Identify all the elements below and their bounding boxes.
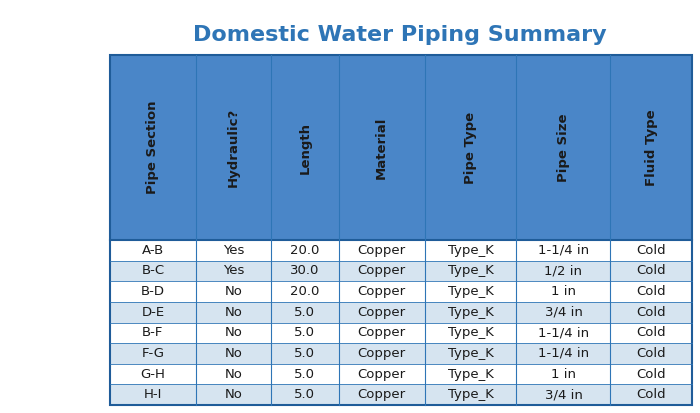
Text: Copper: Copper (358, 264, 406, 278)
Bar (110, 55, 692, 405)
Text: Cold: Cold (636, 388, 666, 401)
Text: Copper: Copper (358, 306, 406, 319)
Text: G-H: G-H (141, 368, 165, 380)
Text: Pipe Size: Pipe Size (557, 113, 570, 182)
Text: H-I: H-I (144, 388, 162, 401)
Text: Cold: Cold (636, 285, 666, 298)
Text: 1-1/4 in: 1-1/4 in (538, 326, 589, 339)
Text: Length: Length (298, 121, 312, 173)
Text: 5.0: 5.0 (295, 326, 316, 339)
Text: Fluid Type: Fluid Type (645, 109, 658, 186)
Text: Cold: Cold (636, 264, 666, 278)
Text: Hydraulic?: Hydraulic? (227, 108, 240, 187)
Text: Type_K: Type_K (447, 368, 494, 380)
Text: No: No (225, 285, 242, 298)
Text: F-G: F-G (141, 347, 164, 360)
Text: No: No (225, 306, 242, 319)
Text: 5.0: 5.0 (295, 306, 316, 319)
Text: Cold: Cold (636, 347, 666, 360)
Text: 3/4 in: 3/4 in (545, 306, 582, 319)
Text: Type_K: Type_K (447, 306, 494, 319)
Text: 3/4 in: 3/4 in (545, 388, 582, 401)
Text: 1/2 in: 1/2 in (545, 264, 582, 278)
Text: 1-1/4 in: 1-1/4 in (538, 244, 589, 257)
Text: 1-1/4 in: 1-1/4 in (538, 347, 589, 360)
Bar (110, 55, 692, 240)
Bar (110, 281, 692, 302)
Text: B-D: B-D (141, 285, 164, 298)
Text: Copper: Copper (358, 244, 406, 257)
Text: Pipe Section: Pipe Section (146, 101, 160, 194)
Text: Copper: Copper (358, 368, 406, 380)
Text: 20.0: 20.0 (290, 244, 320, 257)
Bar (110, 343, 692, 364)
Text: Copper: Copper (358, 326, 406, 339)
Text: A-B: A-B (141, 244, 164, 257)
Text: No: No (225, 347, 242, 360)
Text: Cold: Cold (636, 326, 666, 339)
Text: Domestic Water Piping Summary: Domestic Water Piping Summary (193, 25, 607, 45)
Text: Type_K: Type_K (447, 244, 494, 257)
Text: D-E: D-E (141, 306, 164, 319)
Text: Type_K: Type_K (447, 326, 494, 339)
Bar (110, 364, 692, 385)
Text: 30.0: 30.0 (290, 264, 320, 278)
Text: Copper: Copper (358, 388, 406, 401)
Text: Copper: Copper (358, 285, 406, 298)
Text: B-F: B-F (142, 326, 164, 339)
Bar (110, 302, 692, 323)
Text: Cold: Cold (636, 244, 666, 257)
Bar (110, 240, 692, 261)
Text: Type_K: Type_K (447, 388, 494, 401)
Bar (110, 323, 692, 343)
Text: Cold: Cold (636, 306, 666, 319)
Text: No: No (225, 368, 242, 380)
Text: Type_K: Type_K (447, 264, 494, 278)
Text: Yes: Yes (223, 244, 244, 257)
Text: 5.0: 5.0 (295, 368, 316, 380)
Text: 5.0: 5.0 (295, 347, 316, 360)
Bar (110, 385, 692, 405)
Text: Type_K: Type_K (447, 285, 494, 298)
Text: No: No (225, 326, 242, 339)
Text: Copper: Copper (358, 347, 406, 360)
Text: 1 in: 1 in (551, 368, 576, 380)
Text: 20.0: 20.0 (290, 285, 320, 298)
Bar (110, 261, 692, 281)
Text: B-C: B-C (141, 264, 164, 278)
Text: 5.0: 5.0 (295, 388, 316, 401)
Text: Material: Material (375, 116, 389, 179)
Text: No: No (225, 388, 242, 401)
Text: Yes: Yes (223, 264, 244, 278)
Text: Cold: Cold (636, 368, 666, 380)
Text: Pipe Type: Pipe Type (464, 112, 477, 183)
Text: 1 in: 1 in (551, 285, 576, 298)
Text: Type_K: Type_K (447, 347, 494, 360)
